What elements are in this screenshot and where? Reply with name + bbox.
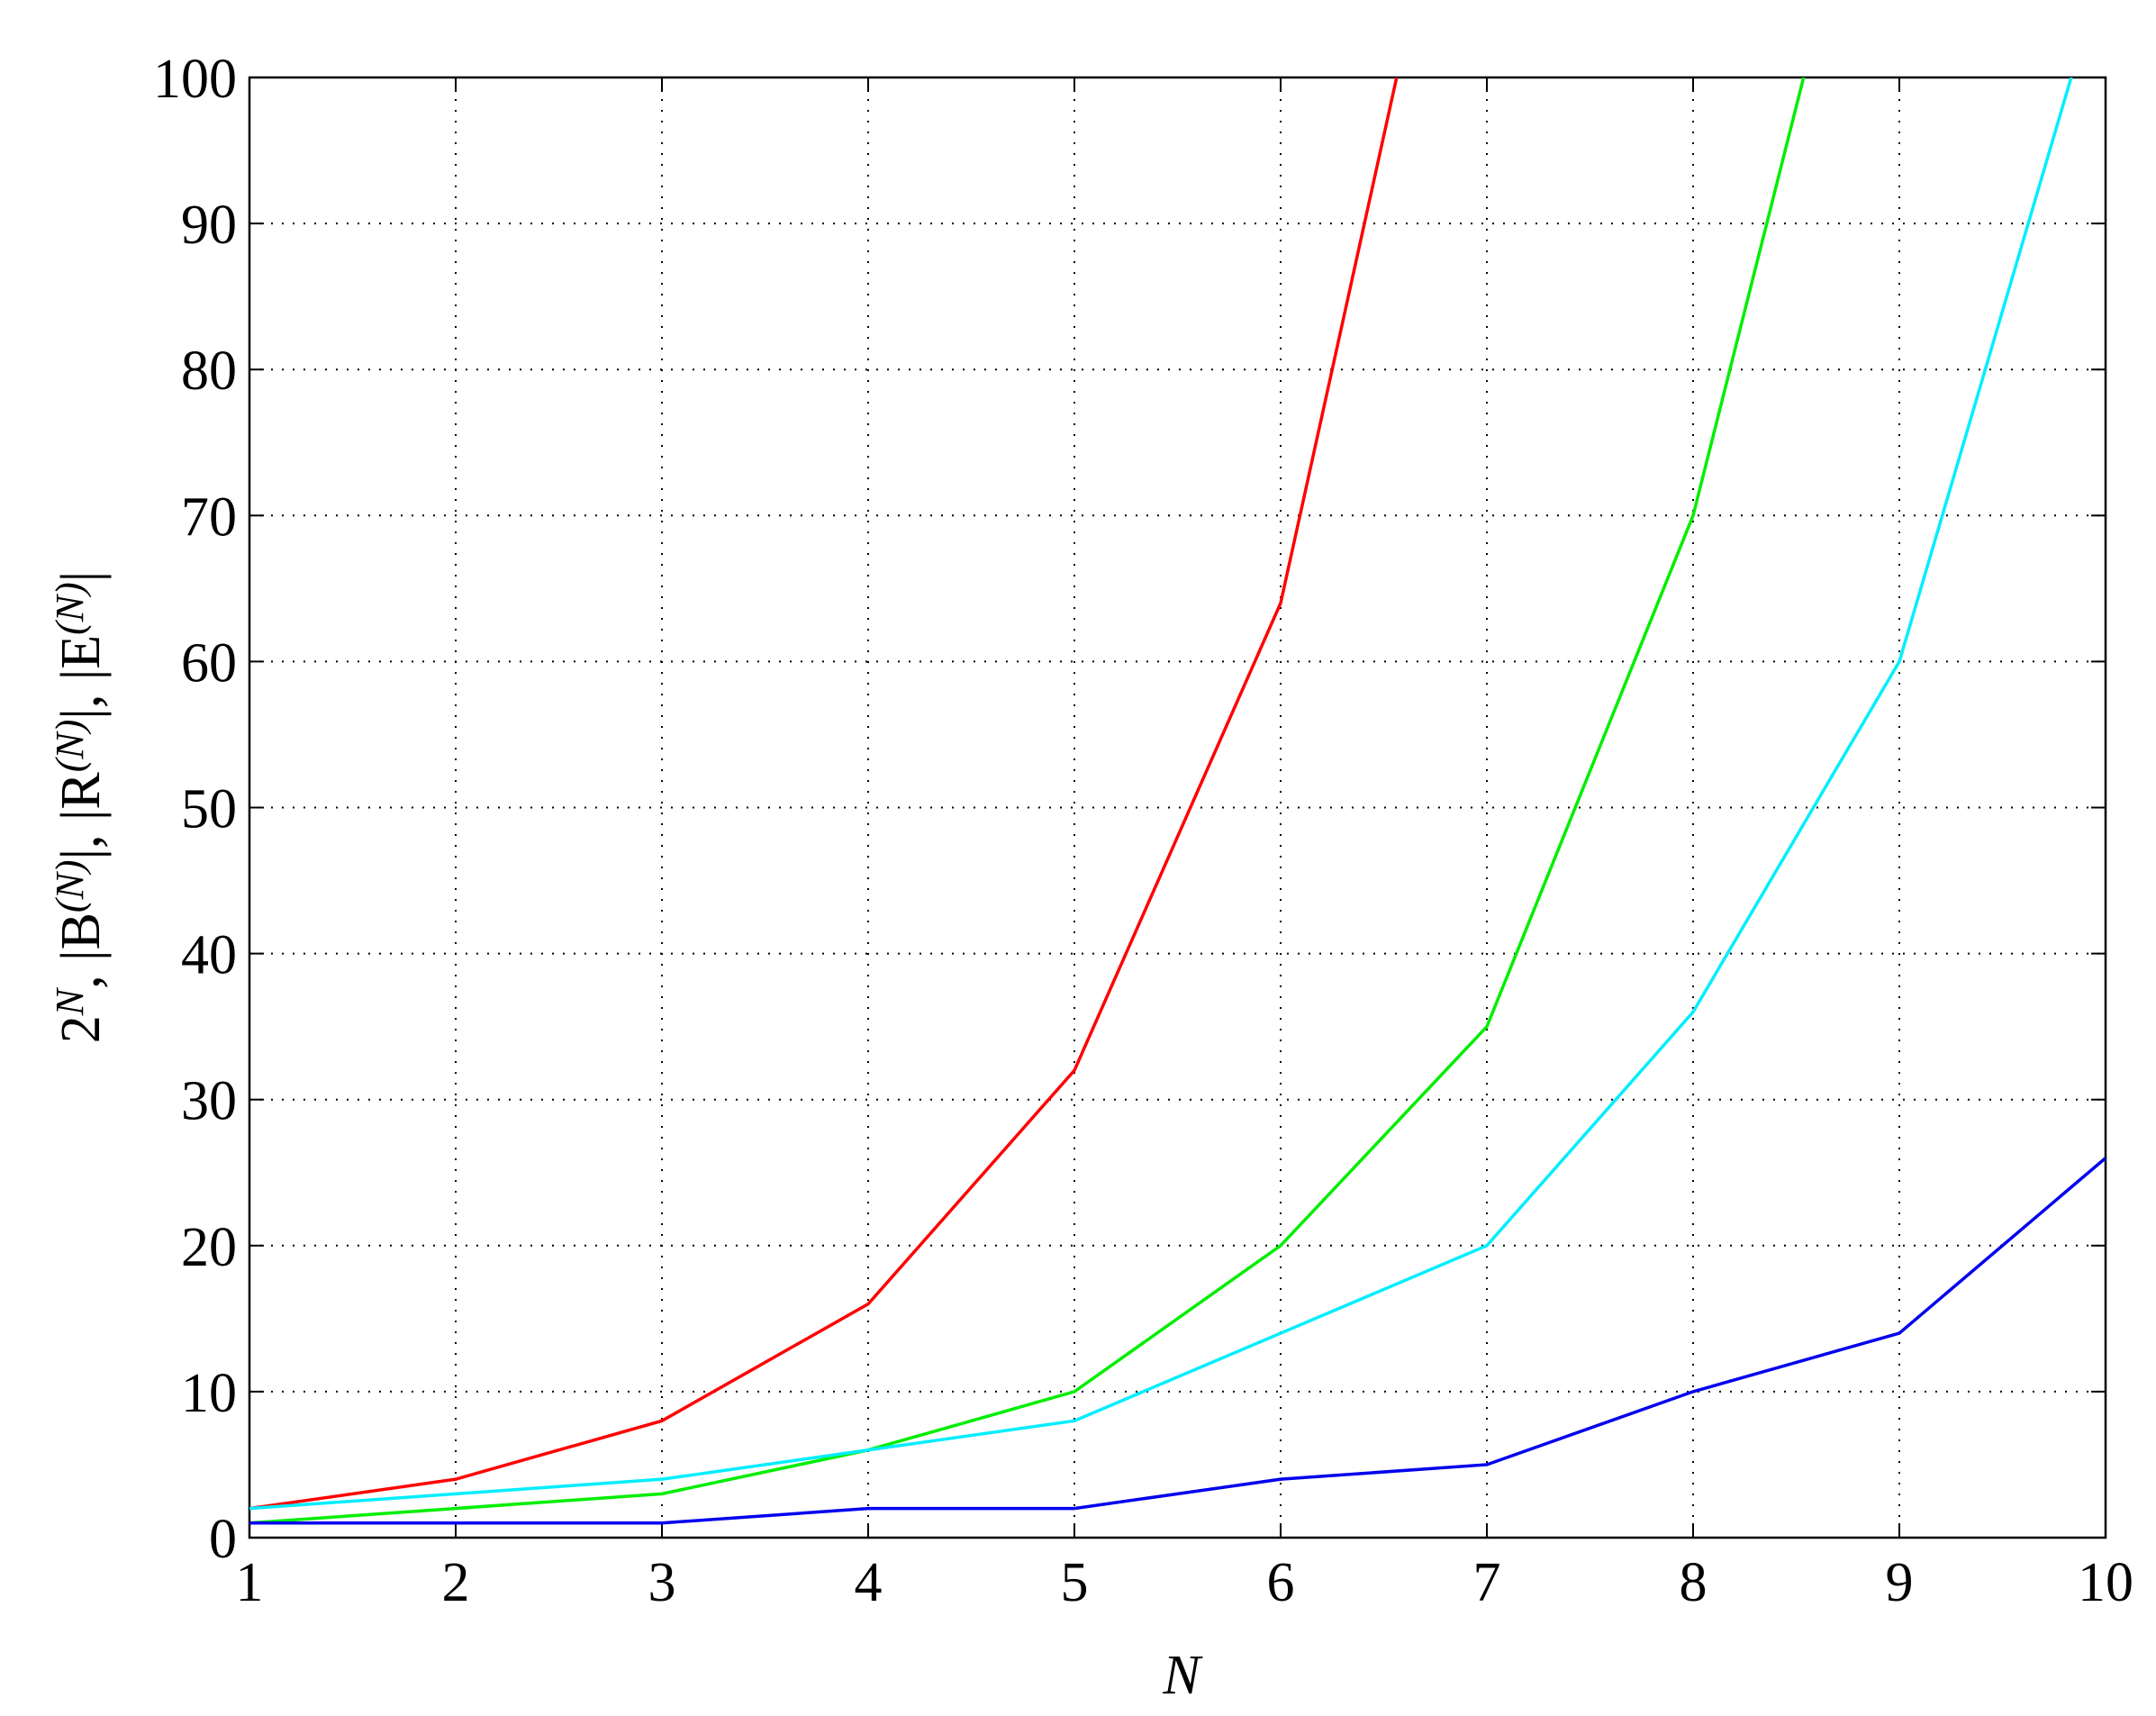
- y-tick-label: 30: [181, 1071, 237, 1132]
- y-tick-label: 90: [181, 195, 237, 256]
- y-axis-label: 2N, |B(N)|, |R(N)|, |E(N)|: [48, 571, 112, 1043]
- x-axis-label: N: [1162, 1645, 1203, 1706]
- x-tick-label: 1: [236, 1552, 264, 1613]
- x-tick-label: 2: [442, 1552, 470, 1613]
- y-label-part: |, |E: [50, 635, 112, 720]
- y-tick-label: 100: [153, 49, 237, 110]
- x-tick-label: 6: [1267, 1552, 1295, 1613]
- y-tick-label: 20: [181, 1217, 237, 1278]
- y-tick-label: 0: [209, 1509, 237, 1570]
- y-label-superscript: (N): [48, 859, 92, 912]
- y-tick-label: 60: [181, 632, 237, 694]
- x-tick-label: 10: [2078, 1552, 2133, 1613]
- x-tick-label: 5: [1061, 1552, 1089, 1613]
- x-tick-label: 4: [855, 1552, 883, 1613]
- x-tick-label: 8: [1680, 1552, 1708, 1613]
- y-label-superscript: (N): [48, 582, 92, 635]
- y-tick-label: 50: [181, 779, 237, 840]
- y-tick-label: 40: [181, 925, 237, 986]
- series-line: [249, 77, 2073, 1511]
- x-tick-label: 3: [648, 1552, 676, 1613]
- y-tick-label: 10: [181, 1363, 237, 1424]
- series-line: [249, 77, 1399, 1511]
- y-tick-label: 80: [181, 340, 237, 402]
- y-label-part: |: [50, 571, 112, 582]
- y-tick-label: 70: [181, 486, 237, 548]
- series-line: [249, 77, 1806, 1525]
- series-line: [249, 1157, 2106, 1525]
- x-tick-label: 7: [1473, 1552, 1501, 1613]
- y-label-part: 2: [50, 1015, 112, 1043]
- x-tick-label: 9: [1886, 1552, 1914, 1613]
- plot-frame: [248, 76, 2107, 1539]
- y-label-superscript: (N): [48, 720, 92, 773]
- y-label-superscript: N: [48, 986, 92, 1016]
- y-label-part: |, |R: [50, 772, 112, 860]
- y-label-part: , |B: [50, 912, 112, 989]
